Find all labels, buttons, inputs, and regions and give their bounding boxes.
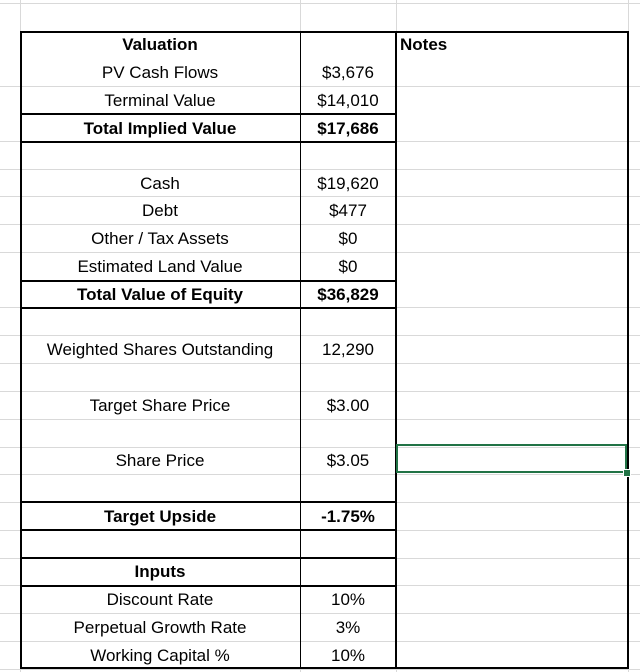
gridline <box>0 363 640 364</box>
gridline <box>0 86 640 87</box>
perpetual-growth-rate-label[interactable]: Perpetual Growth Rate <box>73 618 247 637</box>
target-upside-value[interactable]: -1.75% <box>321 507 375 526</box>
cash-label[interactable]: Cash <box>140 173 180 193</box>
gridline <box>0 224 640 225</box>
border-line <box>20 557 396 559</box>
total-implied-value-label[interactable]: Total Implied Value <box>83 118 237 138</box>
pv-cash-flows-label[interactable]: PV Cash Flows <box>101 63 219 82</box>
row-target-share-price: Target Share Price $3.00 <box>0 392 640 420</box>
row-cash: Cash $19,620 <box>0 170 640 197</box>
border-line <box>20 501 396 503</box>
border-line <box>20 31 629 33</box>
gridline <box>0 196 640 197</box>
border-line <box>20 113 396 115</box>
gridline <box>0 391 640 392</box>
border-line <box>20 529 396 531</box>
border-line <box>627 31 629 669</box>
terminal-value-label[interactable]: Terminal Value <box>104 90 216 110</box>
row-terminal-value: Terminal Value $14,010 <box>0 87 640 114</box>
discount-rate-value[interactable]: 10% <box>330 590 366 609</box>
perpetual-growth-rate-value[interactable]: 3% <box>335 618 361 637</box>
notes-header[interactable]: Notes <box>400 35 448 54</box>
target-share-price-label[interactable]: Target Share Price <box>89 396 231 415</box>
row-total-implied-value: Total Implied Value $17,686 <box>0 115 640 142</box>
estimated-land-value-value[interactable]: $0 <box>338 256 358 276</box>
gridline <box>0 641 640 642</box>
other-tax-assets-label[interactable]: Other / Tax Assets <box>91 228 229 248</box>
terminal-value-value[interactable]: $14,010 <box>317 90 379 110</box>
gridline <box>0 447 640 448</box>
border-line <box>20 280 396 282</box>
working-capital-value[interactable]: 10% <box>330 646 366 665</box>
working-capital-label[interactable]: Working Capital % <box>90 646 230 665</box>
border-line <box>20 585 396 587</box>
row-inputs-header: Inputs <box>0 558 640 586</box>
row-target-upside: Target Upside -1.75% <box>0 503 640 531</box>
discount-rate-label[interactable]: Discount Rate <box>106 590 214 609</box>
row-perpetual-growth-rate: Perpetual Growth Rate 3% <box>0 614 640 642</box>
gridline <box>0 335 640 336</box>
weighted-shares-outstanding-label[interactable]: Weighted Shares Outstanding <box>46 340 274 359</box>
border-line <box>300 31 301 669</box>
row-weighted-shares: Weighted Shares Outstanding 12,290 <box>0 336 640 364</box>
total-value-of-equity-value[interactable]: $36,829 <box>317 284 379 304</box>
row-pv-cash-flows: PV Cash Flows $3,676 <box>0 59 640 87</box>
border-line <box>20 307 396 309</box>
active-cell-selection[interactable] <box>396 444 627 473</box>
gridline <box>0 669 640 670</box>
border-line <box>20 667 629 669</box>
gridline <box>0 3 640 4</box>
target-share-price-value[interactable]: $3.00 <box>326 396 370 415</box>
row-debt: Debt $477 <box>0 197 640 224</box>
estimated-land-value-label[interactable]: Estimated Land Value <box>77 256 243 276</box>
row-valuation-header: Valuation Notes <box>0 31 640 59</box>
gridline <box>0 474 640 475</box>
gridline <box>0 252 640 253</box>
fill-handle[interactable] <box>623 469 631 477</box>
row-estimated-land-value: Estimated Land Value $0 <box>0 253 640 280</box>
valuation-header[interactable]: Valuation <box>122 35 198 54</box>
total-implied-value-value[interactable]: $17,686 <box>317 118 379 138</box>
border-line <box>20 141 396 143</box>
target-upside-label[interactable]: Target Upside <box>103 507 217 526</box>
total-value-of-equity-label[interactable]: Total Value of Equity <box>77 284 243 304</box>
row-discount-rate: Discount Rate 10% <box>0 586 640 614</box>
other-tax-assets-value[interactable]: $0 <box>338 228 358 248</box>
row-other-tax-assets: Other / Tax Assets $0 <box>0 225 640 252</box>
cash-value[interactable]: $19,620 <box>317 173 379 193</box>
border-line <box>395 31 397 669</box>
row-share-price: Share Price $3.05 <box>0 447 640 475</box>
weighted-shares-outstanding-value[interactable]: 12,290 <box>322 340 374 359</box>
pv-cash-flows-value[interactable]: $3,676 <box>322 63 374 82</box>
gridline <box>0 169 640 170</box>
border-line <box>20 31 22 669</box>
gridline <box>0 613 640 614</box>
gridline <box>0 419 640 420</box>
row-working-capital: Working Capital % 10% <box>0 642 640 670</box>
debt-value[interactable]: $477 <box>329 200 367 220</box>
share-price-label[interactable]: Share Price <box>115 451 205 470</box>
share-price-value[interactable]: $3.05 <box>326 451 370 470</box>
debt-label[interactable]: Debt <box>142 200 178 220</box>
inputs-header[interactable]: Inputs <box>134 562 186 581</box>
row-total-value-of-equity: Total Value of Equity $36,829 <box>0 281 640 308</box>
